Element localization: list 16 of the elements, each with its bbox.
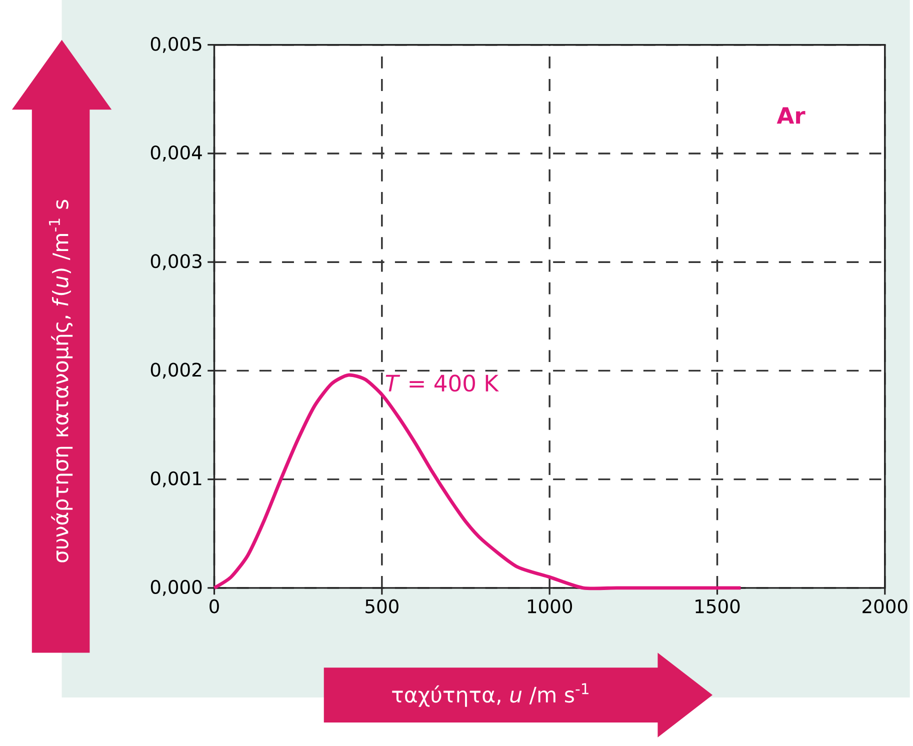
y-axis-title: συνάρτηση κατανομής, f(u) /m$^{-1}$ s — [48, 200, 73, 562]
y-tick-label: 0,001 — [150, 471, 202, 488]
line-series — [212, 373, 742, 590]
x-tick-label: 1000 — [528, 599, 572, 614]
y-tick-label: 0,000 — [150, 580, 202, 596]
annotation: Ar — [776, 107, 806, 124]
x-tick-label: 2000 — [862, 599, 908, 614]
x-tick-label: 1500 — [696, 599, 740, 614]
x-tick-label: 0 — [210, 599, 219, 614]
y-tick-label: 0,004 — [150, 145, 202, 162]
series-label: T = 400 K — [386, 374, 499, 392]
y-tick-label: 0,003 — [150, 254, 202, 270]
x-axis-title: ταχύτητα, u /m s$^{-1}$ — [392, 683, 588, 707]
y-tick-label: 0,005 — [150, 36, 202, 53]
x-tick-label: 500 — [366, 599, 398, 614]
y-tick-label: 0,002 — [150, 362, 202, 378]
